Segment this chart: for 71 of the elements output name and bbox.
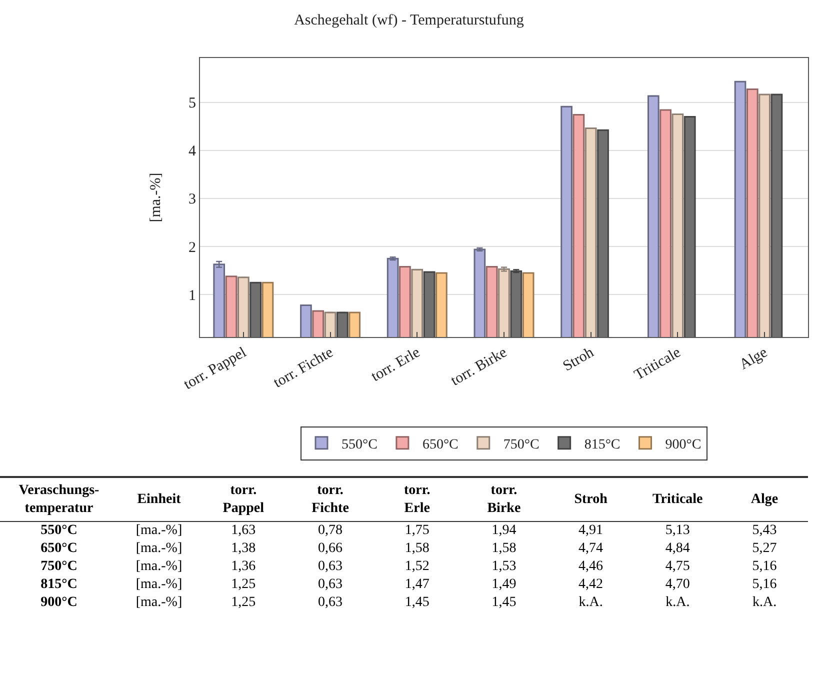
data-label: 1,25 — [230, 576, 257, 594]
data-label: 5,16 — [751, 558, 778, 576]
data-label: 0,63 — [317, 594, 344, 612]
data-label: 4,74 — [578, 540, 604, 558]
x-tick-label: torr. Erle — [368, 344, 424, 386]
data-label: 1,47 — [404, 576, 430, 594]
data-label: 5,16 — [751, 576, 778, 594]
data-label: 1,36 — [230, 558, 257, 576]
text: [ma.-%] — [136, 595, 182, 610]
data-label: 1,58 — [490, 540, 518, 558]
legend-label: 650°C — [422, 437, 458, 452]
data-label: 4,42 — [578, 576, 604, 594]
data-label: 4,70 — [664, 576, 691, 594]
data-label: 4,84 — [664, 540, 691, 558]
legend-label: 550°C — [342, 437, 378, 452]
data-label: 1,45 — [404, 594, 430, 612]
y-axis-title: [ma.-%] — [148, 172, 164, 222]
text: k.A. — [752, 595, 777, 610]
data-label: 4,46 — [578, 558, 604, 576]
text: [ma.-%] — [136, 577, 182, 592]
category-label: Alge — [750, 492, 778, 507]
x-tick-label: torr. Fichte — [271, 344, 336, 392]
data-label: 0,66 — [317, 540, 344, 558]
text: 550°C — [40, 523, 78, 538]
text: [ma.-%] — [136, 541, 182, 556]
text: k.A. — [578, 595, 603, 610]
data-label: 0,63 — [317, 576, 344, 594]
text: 750°C — [40, 559, 78, 574]
chart-title: Aschegehalt (wf) - Temperaturstufung — [294, 12, 524, 29]
category-label: Triticale — [652, 492, 703, 507]
data-label: 1,63 — [230, 522, 257, 540]
data-label: 5,13 — [664, 522, 691, 540]
data-label: 0,63 — [317, 558, 344, 576]
data-label: 5,43 — [751, 522, 778, 540]
data-label: 4,75 — [664, 558, 691, 576]
data-label: 5,27 — [751, 540, 778, 558]
data-label: 1,49 — [490, 576, 518, 594]
y-tick-label: 1 — [188, 288, 196, 304]
data-label: 1,94 — [490, 522, 518, 540]
legend-label: 750°C — [503, 437, 540, 452]
legend-label: 815°C — [584, 437, 620, 452]
legend-label: 900°C — [665, 437, 702, 452]
text: Einheit — [118, 477, 200, 522]
text: [ma.-%] — [136, 559, 182, 574]
category-label: torr. Pappel — [222, 483, 264, 516]
data-label: 1,52 — [404, 558, 430, 576]
y-tick-label: 3 — [188, 192, 196, 208]
data-label: 1,58 — [404, 540, 430, 558]
data-label: 1,45 — [490, 594, 518, 612]
y-tick-label: 5 — [188, 96, 196, 112]
data-label: 4,91 — [578, 522, 604, 540]
x-tick-label: Alge — [737, 344, 771, 374]
category-label: torr. Birke — [487, 483, 521, 516]
x-tick-label: torr. Birke — [448, 344, 510, 390]
data-label: 1,53 — [490, 558, 518, 576]
data-label: 1,38 — [230, 540, 257, 558]
data-label: 1,75 — [404, 522, 430, 540]
text: 815°C — [40, 577, 78, 592]
text: [ma.-%] — [136, 523, 182, 538]
text: Veraschungs-temperatur — [0, 477, 118, 522]
category-label: torr. Fichte — [312, 483, 349, 516]
text: 900°C — [40, 595, 78, 610]
data-label: 0,78 — [317, 522, 344, 540]
category-label: torr. Erle — [404, 483, 430, 516]
category-label: Stroh — [574, 492, 608, 507]
x-tick-label: Stroh — [560, 344, 598, 375]
y-tick-label: 2 — [188, 240, 196, 256]
text: 650°C — [40, 541, 78, 556]
text: k.A. — [666, 595, 690, 610]
data-label: 1,25 — [230, 594, 257, 612]
y-tick-label: 4 — [188, 144, 196, 160]
